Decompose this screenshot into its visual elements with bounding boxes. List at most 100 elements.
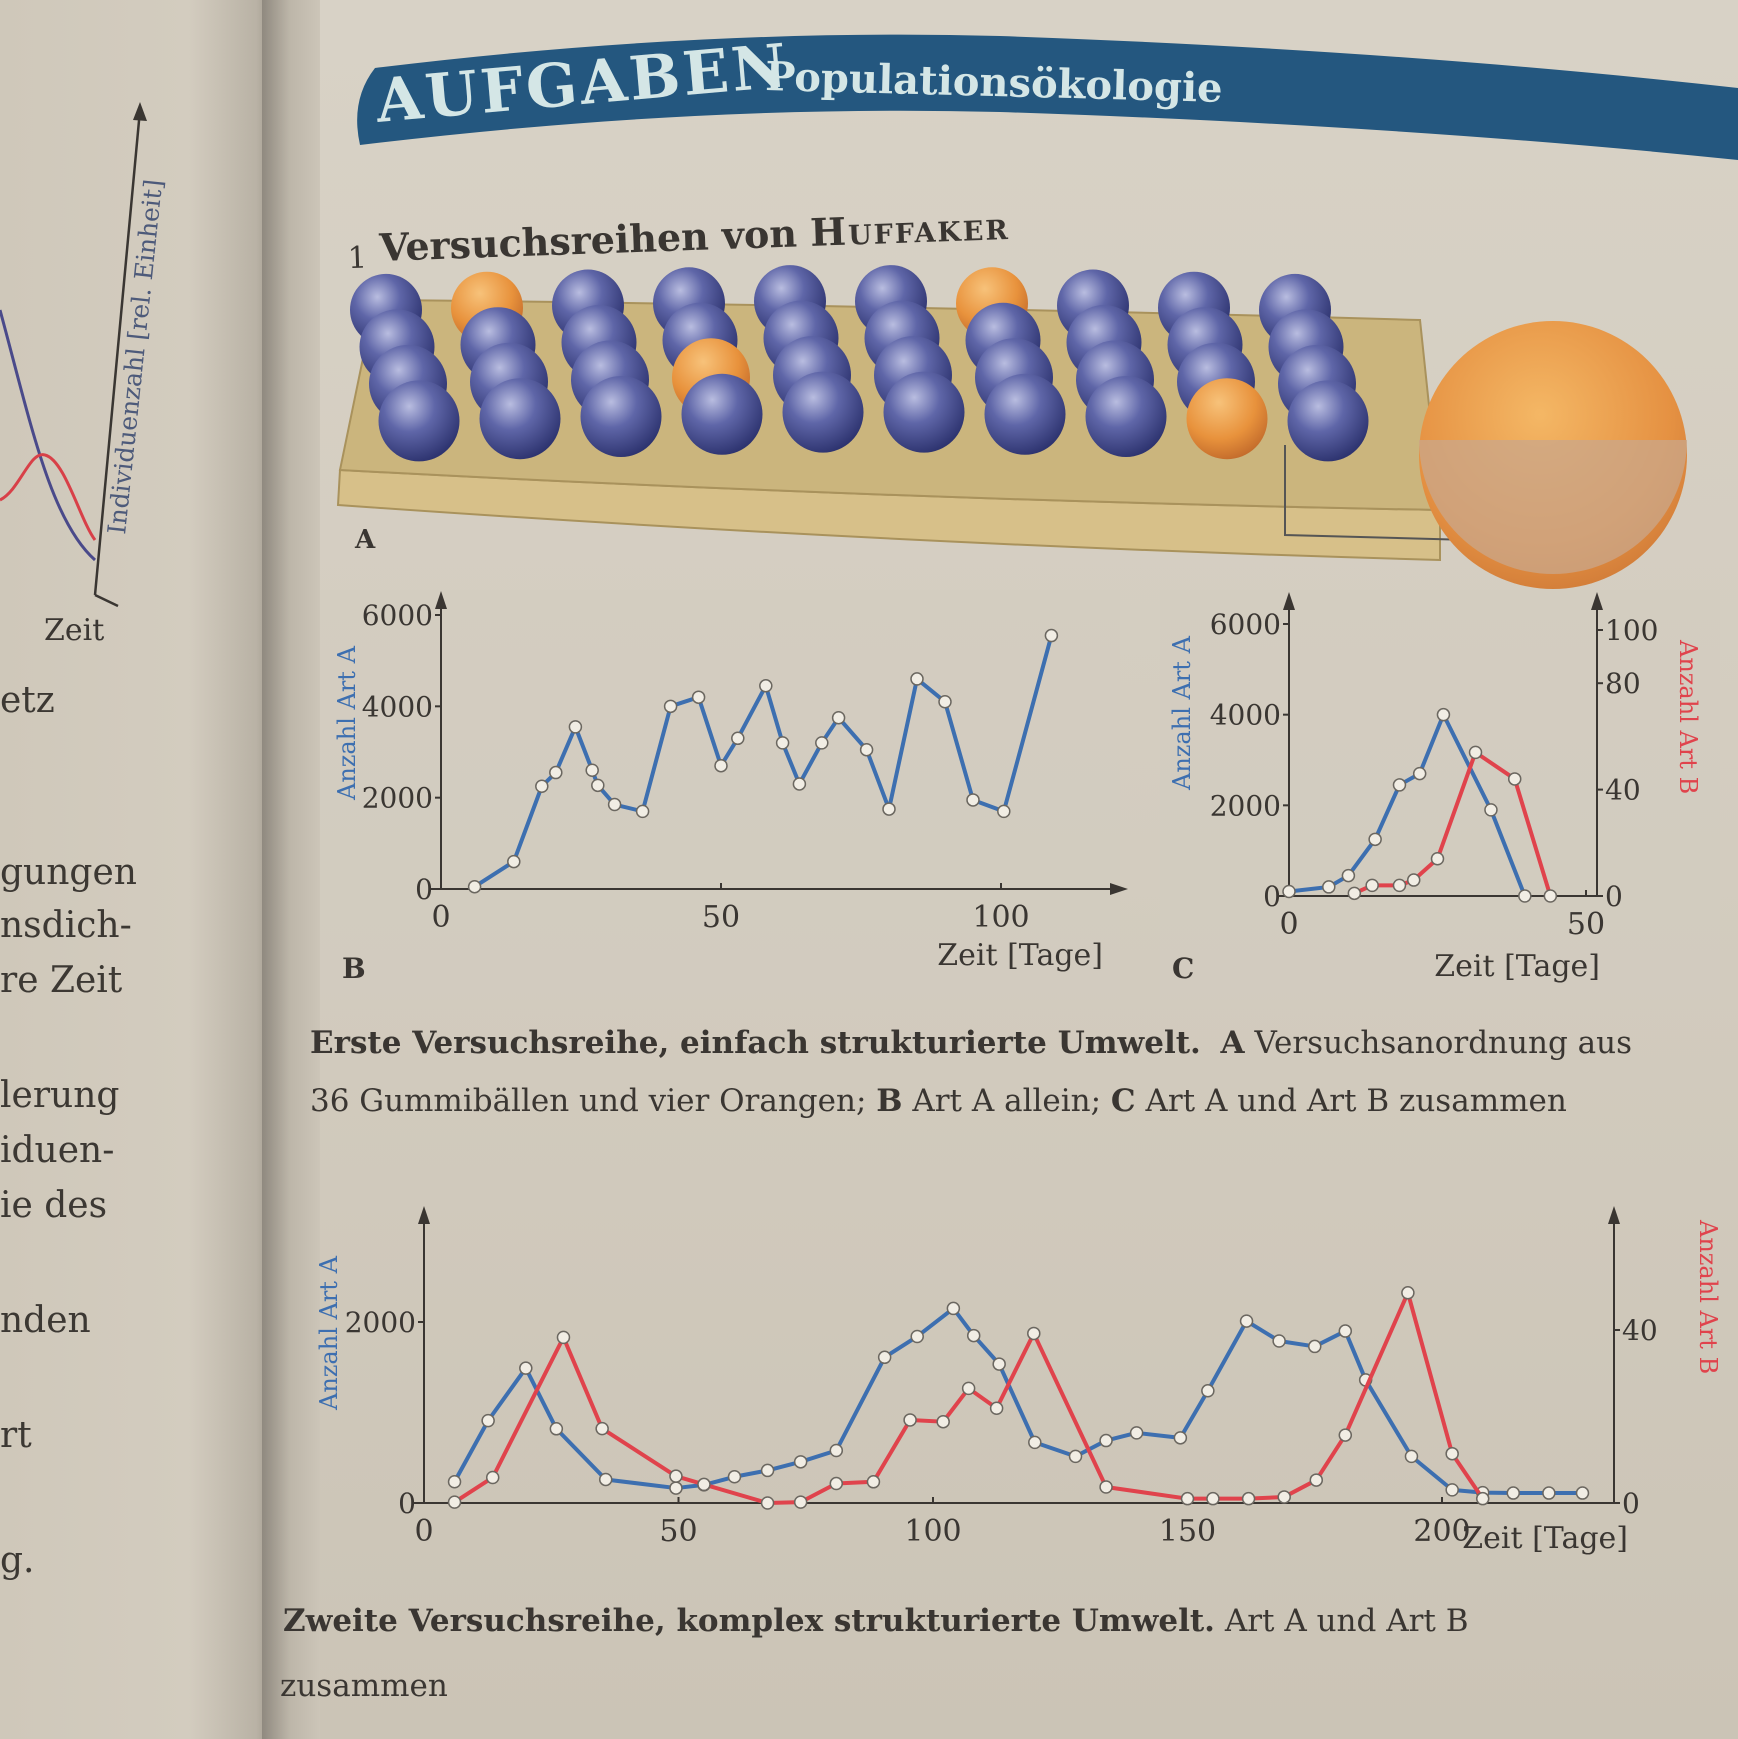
data-point bbox=[485, 1470, 500, 1485]
data-point bbox=[903, 1413, 917, 1427]
caption-2-text-2: zusammen bbox=[280, 1668, 448, 1704]
data-point bbox=[669, 1481, 683, 1495]
data-point bbox=[910, 1329, 924, 1344]
task-title-name: Huffaker bbox=[809, 203, 1010, 255]
data-point bbox=[595, 1421, 609, 1436]
data-point bbox=[1365, 878, 1379, 893]
data-point bbox=[663, 699, 678, 714]
caption-1-line-1: Erste Versuchsreihe, einfach strukturier… bbox=[310, 1025, 1632, 1061]
left-page-graph: Individuenzahl [rel. Einheit] Zeit bbox=[0, 102, 168, 648]
x-tick-label: 50 bbox=[1567, 907, 1605, 942]
x-axis-label: Zeit [Tage] bbox=[1434, 949, 1600, 984]
x-tick-label: 50 bbox=[659, 1514, 697, 1549]
y-axis-label-left: Anzahl Art A bbox=[315, 1255, 343, 1411]
y-axis-label-right: Anzahl Art B bbox=[1674, 639, 1702, 794]
data-point bbox=[714, 758, 728, 773]
rubber-ball bbox=[479, 378, 561, 460]
arrow-right-icon bbox=[1110, 883, 1128, 895]
chart-c-panel bbox=[1160, 590, 1720, 1000]
data-point bbox=[1445, 1483, 1459, 1497]
data-point bbox=[866, 1475, 881, 1489]
data-point bbox=[1180, 1491, 1195, 1506]
data-point bbox=[1543, 889, 1558, 903]
rubber-ball bbox=[1287, 380, 1369, 462]
left-page-fragment: etz bbox=[0, 680, 55, 721]
data-point bbox=[549, 765, 563, 780]
data-point bbox=[1542, 1486, 1556, 1500]
task-title: Versuchsreihen von Huffaker bbox=[378, 203, 1011, 270]
task-number: 1 bbox=[347, 240, 367, 276]
data-point bbox=[1392, 878, 1407, 893]
data-point bbox=[519, 1361, 533, 1375]
x-tick-label: 0 bbox=[431, 900, 450, 935]
data-point bbox=[882, 802, 896, 816]
data-point bbox=[1241, 1491, 1256, 1506]
experiment-illustration: A bbox=[336, 265, 1687, 589]
data-point bbox=[1027, 1326, 1041, 1341]
data-point bbox=[775, 736, 790, 750]
x-axis bbox=[94, 593, 119, 608]
data-point bbox=[829, 1476, 844, 1491]
connector-line bbox=[1284, 445, 1471, 541]
section-banner: AUFGABEN Populationsökologie bbox=[357, 31, 1738, 160]
data-point bbox=[697, 1477, 711, 1492]
data-point bbox=[793, 1455, 808, 1469]
arrow-up-icon bbox=[1591, 592, 1603, 610]
y-tick-label: 0 bbox=[415, 873, 433, 906]
rubber-ball bbox=[782, 371, 864, 453]
rubber-ball bbox=[378, 380, 460, 462]
data-point bbox=[1430, 852, 1445, 866]
left-page-fragment: lerung bbox=[0, 1075, 120, 1116]
data-point bbox=[966, 1328, 981, 1343]
orange-closeup-cut bbox=[1419, 440, 1687, 574]
caption-2-line-2: zusammen bbox=[280, 1668, 448, 1704]
data-point bbox=[859, 742, 874, 757]
data-point bbox=[585, 763, 599, 778]
data-point bbox=[1404, 1449, 1419, 1464]
data-point bbox=[1308, 1339, 1322, 1354]
y-tick-label: 2000 bbox=[1210, 789, 1281, 822]
rubber-ball bbox=[681, 373, 763, 455]
data-point bbox=[989, 1401, 1004, 1416]
data-point bbox=[1506, 1486, 1521, 1500]
data-point bbox=[1347, 886, 1362, 901]
y-tick-label-right: 0 bbox=[1622, 1487, 1640, 1520]
y-tick-label: 6000 bbox=[1210, 608, 1281, 641]
x-tick-label: 100 bbox=[904, 1514, 961, 1549]
y-tick-label: 0 bbox=[398, 1487, 416, 1520]
panel-label-c: C bbox=[1172, 952, 1194, 985]
data-point bbox=[1475, 1491, 1490, 1506]
caption-2-bold: Zweite Versuchsreihe, komplex strukturie… bbox=[283, 1603, 1215, 1639]
data-point bbox=[1518, 889, 1532, 903]
arrow-up-icon bbox=[435, 591, 447, 609]
data-point bbox=[1401, 1286, 1415, 1300]
left-page bbox=[0, 0, 270, 1739]
data-point bbox=[815, 736, 829, 750]
x-tick-label: 100 bbox=[972, 900, 1029, 935]
data-point bbox=[1322, 880, 1336, 894]
data-point bbox=[1507, 772, 1522, 786]
panel-label-a: A bbox=[354, 525, 376, 555]
caption-1-key-a: A bbox=[1220, 1025, 1245, 1061]
y-tick-label-right: 80 bbox=[1605, 667, 1641, 700]
data-point bbox=[1368, 832, 1382, 847]
data-point bbox=[877, 1350, 892, 1365]
y-axis-label-left: Anzahl Art A bbox=[1168, 635, 1196, 791]
data-point bbox=[1436, 707, 1451, 722]
data-point bbox=[759, 679, 773, 693]
data-point bbox=[727, 1470, 742, 1484]
data-point bbox=[793, 1495, 808, 1509]
data-point bbox=[481, 1413, 495, 1428]
series-line-art-a bbox=[452, 1306, 1583, 1496]
data-point bbox=[1341, 868, 1356, 883]
panel-label-b: B bbox=[342, 952, 366, 985]
arrow-up-icon bbox=[1608, 1206, 1620, 1224]
left-page-fragment: nden bbox=[0, 1300, 91, 1341]
data-point bbox=[1338, 1324, 1353, 1338]
caption-1-key-c: C bbox=[1110, 1083, 1136, 1119]
rubber-ball bbox=[1085, 376, 1167, 457]
data-point bbox=[669, 1469, 683, 1483]
y-tick-label: 2000 bbox=[345, 1306, 416, 1339]
